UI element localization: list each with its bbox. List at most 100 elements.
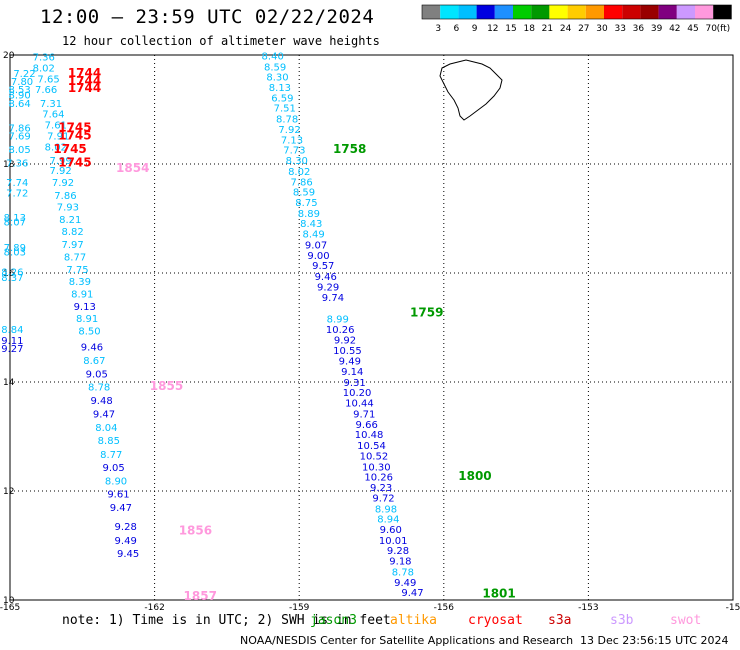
x-tick-label: -165 bbox=[0, 603, 20, 612]
wave-height-value: 8.30 bbox=[286, 156, 308, 167]
colorbar-swatch bbox=[695, 5, 714, 19]
wave-height-value: 10.44 bbox=[345, 399, 374, 410]
track-time-label: 1758 bbox=[333, 142, 366, 156]
wave-height-value: 7.86 bbox=[54, 191, 76, 202]
island-coastline bbox=[439, 59, 503, 121]
wave-height-value: 10.48 bbox=[355, 430, 384, 441]
colorbar-swatch bbox=[531, 5, 550, 19]
wave-height-value: 10.55 bbox=[333, 346, 362, 357]
legend-altika: altika bbox=[390, 613, 437, 628]
wave-height-value: 8.64 bbox=[9, 99, 31, 110]
wave-height-value: 8.91 bbox=[71, 290, 93, 301]
wave-height-value: 7.89 bbox=[4, 243, 26, 254]
wave-height-value: 8.78 bbox=[392, 567, 414, 578]
colorbar-swatch bbox=[494, 5, 513, 19]
wave-height-value: 9.18 bbox=[389, 557, 411, 568]
x-tick-label: -159 bbox=[289, 603, 310, 612]
wave-height-value: 9.28 bbox=[387, 546, 409, 557]
wave-height-value: 8.03 bbox=[4, 248, 26, 259]
colorbar-swatch bbox=[640, 5, 659, 19]
wave-height-value: 7.97 bbox=[62, 240, 84, 251]
y-tick-label: 10 bbox=[3, 596, 15, 606]
wave-height-value: 9.05 bbox=[102, 463, 124, 474]
colorbar-label: 6 bbox=[454, 24, 460, 34]
wave-height-value: 9.66 bbox=[356, 420, 378, 431]
colorbar-label: 30 bbox=[596, 24, 608, 34]
colorbar-swatch bbox=[713, 5, 732, 19]
y-tick-label: 14 bbox=[3, 378, 15, 388]
colorbar-swatch bbox=[567, 5, 586, 19]
wave-height-value: 9.60 bbox=[380, 525, 402, 536]
colorbar-label: 24 bbox=[560, 24, 572, 34]
wave-height-value: 7.61 bbox=[45, 121, 67, 132]
wave-height-map: -165 -162 -159 -156 -153 -152018161412108.408… bbox=[0, 51, 740, 612]
track-time-label: 1801 bbox=[482, 586, 515, 600]
wave-height-value: 7.75 bbox=[66, 265, 88, 276]
wave-height-value: 7.99 bbox=[49, 156, 71, 167]
colorbar-swatch bbox=[658, 5, 677, 19]
wave-height-value: 8.40 bbox=[262, 51, 284, 62]
colorbar-swatch bbox=[513, 5, 532, 19]
wave-height-value: 7.86 bbox=[290, 177, 312, 188]
wave-height-value: 9.47 bbox=[401, 588, 423, 599]
wave-height-value: 8.67 bbox=[83, 356, 105, 367]
wave-height-value: 8.53 bbox=[9, 85, 31, 96]
colorbar-swatch bbox=[622, 5, 641, 19]
track-time-label: 1745 bbox=[58, 128, 91, 142]
wave-height-value: 9.00 bbox=[307, 251, 329, 262]
wave-height-value: 9.11 bbox=[1, 336, 23, 347]
track-time-label: 1745 bbox=[58, 120, 91, 134]
wave-height-value: 10.54 bbox=[357, 441, 386, 452]
wave-height-value: 7.92 bbox=[49, 166, 71, 177]
colorbar-label: 15 bbox=[505, 24, 516, 34]
wave-height-value: 8.02 bbox=[45, 142, 67, 153]
y-tick-label: 18 bbox=[3, 160, 15, 170]
wave-height-value: 9.46 bbox=[315, 272, 337, 283]
wave-height-value: 8.49 bbox=[303, 230, 325, 241]
wave-height-value: 9.31 bbox=[343, 378, 365, 389]
wave-height-value: 10.52 bbox=[360, 451, 389, 462]
track-time-label: 1800 bbox=[458, 469, 491, 483]
wave-height-value: 8.91 bbox=[76, 314, 98, 325]
wave-height-value: 7.80 bbox=[11, 77, 33, 88]
wave-height-value: 8.98 bbox=[375, 504, 397, 515]
wave-height-value: 9.72 bbox=[372, 493, 394, 504]
wave-height-value: 8.75 bbox=[295, 198, 317, 209]
y-tick-label: 20 bbox=[3, 51, 15, 61]
wave-height-value: 8.21 bbox=[59, 215, 81, 226]
y-tick-label: 16 bbox=[3, 269, 15, 279]
wave-height-value: 7.73 bbox=[283, 146, 305, 157]
wave-height-value: 8.85 bbox=[98, 436, 120, 447]
wave-height-value: 9.46 bbox=[81, 342, 103, 353]
wave-height-value: 8.05 bbox=[9, 145, 31, 156]
wave-height-value: 8.90 bbox=[105, 476, 127, 487]
wave-height-value: 7.93 bbox=[57, 202, 79, 213]
wave-height-value: 7.22 bbox=[13, 69, 35, 80]
x-tick-label: -15 bbox=[726, 603, 740, 612]
wave-height-value: 7.92 bbox=[278, 125, 300, 136]
wave-height-value: 8.59 bbox=[264, 62, 286, 73]
wave-height-value: 8.77 bbox=[64, 252, 86, 263]
colorbar-swatch bbox=[549, 5, 568, 19]
wave-height-value: 9.05 bbox=[86, 370, 108, 381]
wave-height-value: 9.49 bbox=[339, 357, 361, 368]
wave-height-value: 9.47 bbox=[110, 503, 132, 514]
wave-height-value: 9.23 bbox=[370, 483, 392, 494]
wave-height-value: 8.02 bbox=[288, 167, 310, 178]
wave-height-value: 9.45 bbox=[117, 549, 139, 560]
wave-height-value: 7.69 bbox=[9, 131, 31, 142]
track-time-label: 1857 bbox=[184, 589, 217, 603]
x-tick-label: -162 bbox=[144, 603, 164, 612]
track-time-label: 1744 bbox=[68, 81, 101, 95]
track-time-label: 1745 bbox=[58, 156, 91, 170]
y-tick-label: 12 bbox=[3, 487, 14, 497]
footer-note: note: 1) Time is in UTC; 2) SWH is in fe… bbox=[62, 613, 391, 628]
colorbar-label: 12 bbox=[487, 24, 498, 34]
wave-height-value: 8.84 bbox=[1, 325, 23, 336]
colorbar-label: 39 bbox=[651, 24, 663, 34]
wave-height-value: 8.50 bbox=[78, 327, 100, 338]
wave-height-value: 7.64 bbox=[42, 110, 64, 121]
wave-height-value: 7.72 bbox=[6, 189, 28, 200]
colorbar-swatch bbox=[422, 5, 441, 19]
colorbar-swatch bbox=[585, 5, 604, 19]
